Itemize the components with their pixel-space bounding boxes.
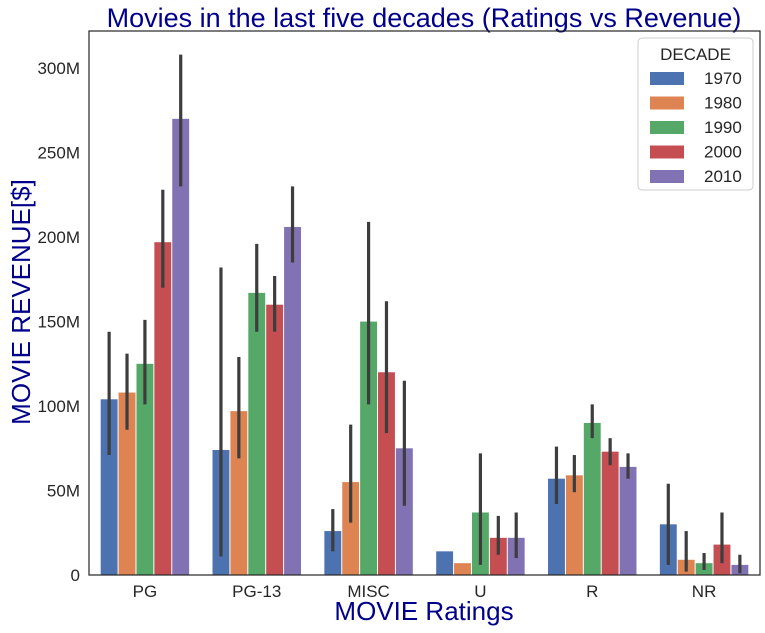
plot-frame — [88, 30, 761, 576]
bar-R-2000 — [601, 451, 619, 575]
y-axis-label: MOVIE REVENUE[$] — [6, 179, 36, 425]
x-axis-label: MOVIE Ratings — [334, 596, 513, 626]
x-tick-label: NR — [692, 582, 717, 601]
series-2000 — [154, 242, 731, 576]
y-tick-label: 150M — [37, 313, 80, 332]
chart-title: Movies in the last five decades (Ratings… — [107, 3, 742, 33]
legend-label-1970: 1970 — [704, 69, 742, 88]
bar-PG-2000 — [154, 242, 172, 576]
y-tick-label: 100M — [37, 397, 80, 416]
bar-PG-1990 — [136, 363, 154, 575]
bar-PG-2010 — [172, 118, 190, 576]
bar-PG-13-2000 — [266, 304, 284, 575]
error-bars — [107, 54, 742, 574]
series-1990 — [136, 292, 713, 575]
legend-label-1980: 1980 — [704, 94, 742, 113]
bar-PG-13-2010 — [284, 226, 301, 575]
x-tick-label: R — [586, 582, 598, 601]
legend-swatch-1990 — [650, 121, 684, 134]
x-tick-label: PG-13 — [232, 582, 281, 601]
bar-U-1970 — [436, 551, 454, 575]
y-tick-label: 250M — [37, 144, 80, 163]
series-1980 — [118, 392, 695, 575]
y-tick-label: 0 — [71, 566, 80, 585]
series-1970 — [100, 399, 677, 575]
legend-swatch-2010 — [650, 170, 684, 183]
plot-area — [88, 30, 761, 576]
bar-PG-13-1990 — [248, 292, 266, 575]
x-tick-label: U — [474, 582, 486, 601]
bar-MISC-2000 — [378, 372, 395, 575]
bar-R-2010 — [619, 466, 637, 575]
x-tick-label: PG — [133, 582, 158, 601]
legend-title: DECADE — [660, 45, 731, 64]
bar-PG-1970 — [100, 399, 118, 575]
legend-label-2000: 2000 — [704, 143, 742, 162]
bar-MISC-1970 — [324, 531, 342, 575]
x-tick-label: MISC — [347, 582, 390, 601]
legend-swatch-1980 — [650, 96, 684, 110]
legend-swatch-2000 — [650, 145, 684, 159]
legend-label-1990: 1990 — [704, 118, 742, 137]
x-axis: PG PG-13 MISC U R NR — [133, 582, 717, 601]
y-tick-label: 50M — [47, 482, 80, 501]
bar-R-1970 — [548, 478, 565, 575]
bar-R-1990 — [583, 422, 601, 575]
legend-label-2010: 2010 — [704, 167, 742, 186]
bar-R-1980 — [565, 475, 583, 575]
bar-U-1980 — [454, 563, 471, 575]
bar-PG-13-1980 — [230, 411, 248, 575]
y-axis: 0 50M 100M 150M 200M 250M 300M — [37, 59, 80, 585]
bar-U-2000 — [489, 537, 507, 575]
legend-swatch-1970 — [650, 72, 684, 85]
bar-MISC-2010 — [395, 448, 413, 575]
series-2010 — [172, 118, 749, 576]
legend: DECADE 1970 1980 1990 2000 2010 — [637, 37, 754, 191]
bar-PG-1980 — [118, 392, 136, 575]
bar-MISC-1990 — [360, 321, 378, 575]
y-tick-label: 200M — [37, 228, 80, 247]
y-tick-label: 300M — [37, 59, 80, 78]
bar-MISC-1980 — [342, 482, 360, 575]
